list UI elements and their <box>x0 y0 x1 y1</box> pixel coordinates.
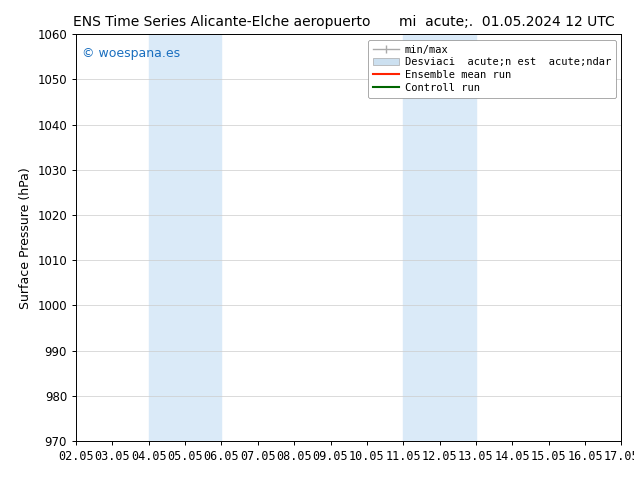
Text: © woespana.es: © woespana.es <box>82 47 179 59</box>
Legend: min/max, Desviaci  acute;n est  acute;ndar, Ensemble mean run, Controll run: min/max, Desviaci acute;n est acute;ndar… <box>368 40 616 98</box>
Bar <box>149 34 221 441</box>
Text: ENS Time Series Alicante-Elche aeropuerto: ENS Time Series Alicante-Elche aeropuert… <box>73 15 371 29</box>
Text: mi  acute;.  01.05.2024 12 UTC: mi acute;. 01.05.2024 12 UTC <box>399 15 615 29</box>
Bar <box>403 34 476 441</box>
Y-axis label: Surface Pressure (hPa): Surface Pressure (hPa) <box>19 167 32 309</box>
